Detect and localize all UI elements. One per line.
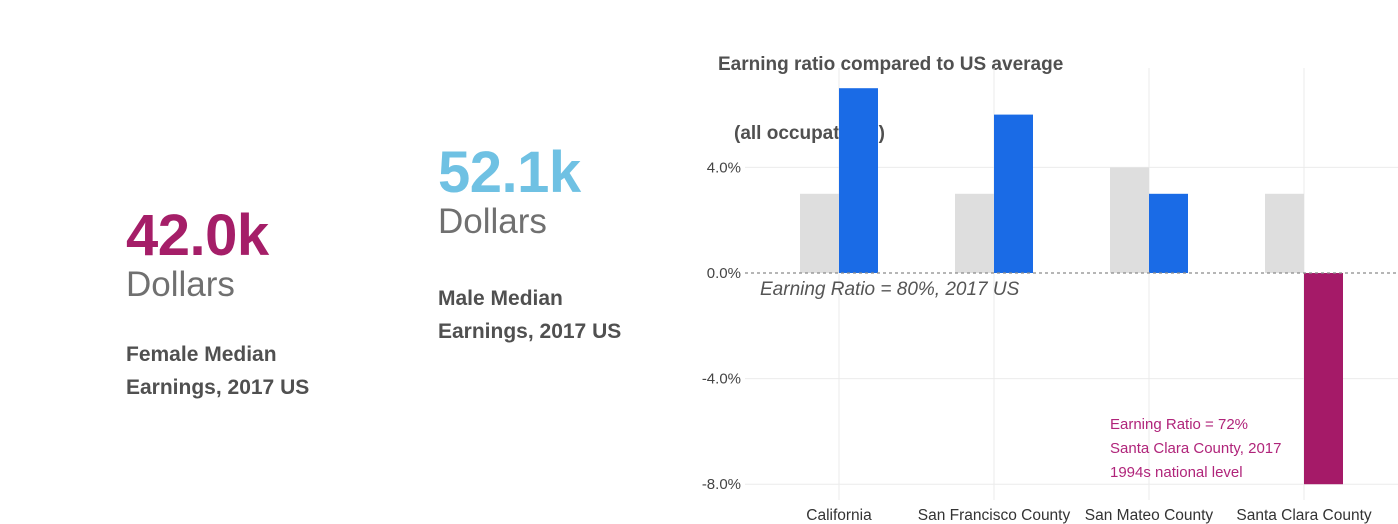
y-tick-label: 0.0% <box>707 265 741 282</box>
bar-baseline-4 <box>1265 193 1304 273</box>
male-median-unit: Dollars <box>438 202 547 241</box>
male-caption-line2: Earnings, 2017 US <box>438 320 622 343</box>
female-median-caption: Female Median Earnings, 2017 US <box>126 338 366 404</box>
chart-title-line1: Earning ratio compared to US average <box>718 54 1064 75</box>
x-tick-label: San Mateo County <box>1085 507 1214 524</box>
female-median-stat: 42.0k Dollars Female Median Earnings, 20… <box>126 207 366 404</box>
chart-title: Earning ratio compared to US average (al… <box>718 7 1063 168</box>
annotation-line-1: Earning Ratio = 72% <box>1110 416 1248 433</box>
female-median-unit: Dollars <box>126 265 235 304</box>
annotation-line-3: 1994s national level <box>1110 464 1243 481</box>
annotation-line-2: Santa Clara County, 2017 <box>1110 440 1282 457</box>
male-median-value: 52.1k <box>438 140 581 205</box>
x-tick-label: Santa Clara County <box>1236 507 1372 524</box>
y-tick-label: -4.0% <box>702 371 741 388</box>
bar-baseline-3 <box>1110 167 1149 273</box>
male-caption-line1: Male Median <box>438 287 563 310</box>
bar-baseline-2 <box>955 193 994 273</box>
x-tick-label: San Francisco County <box>918 507 1071 524</box>
female-median-value: 42.0k <box>126 203 269 268</box>
bar-value-1 <box>839 88 878 273</box>
male-median-stat: 52.1k Dollars Male Median Earnings, 2017… <box>438 144 678 348</box>
reference-line-label: Earning Ratio = 80%, 2017 US <box>760 279 1020 300</box>
bar-value-3 <box>1149 193 1188 273</box>
female-caption-line1: Female Median <box>126 343 277 366</box>
bar-value-2 <box>994 114 1033 273</box>
y-tick-label: -8.0% <box>702 476 741 493</box>
bar-value-4 <box>1304 273 1343 485</box>
x-tick-label: California <box>806 507 872 524</box>
y-tick-label: 4.0% <box>707 159 741 176</box>
bar-baseline-1 <box>800 193 839 273</box>
female-caption-line2: Earnings, 2017 US <box>126 376 310 399</box>
male-median-caption: Male Median Earnings, 2017 US <box>438 282 678 348</box>
